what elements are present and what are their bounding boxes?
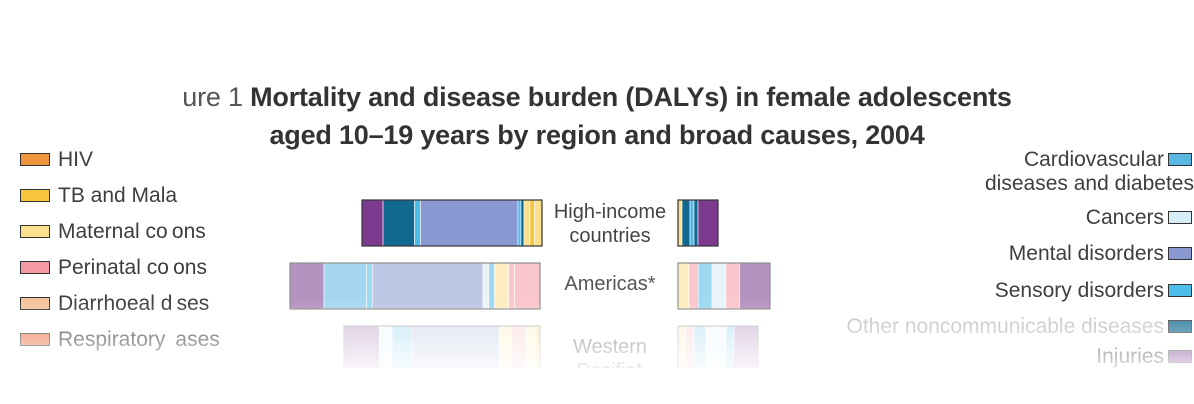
legend-swatch <box>20 153 50 166</box>
bar-segment <box>689 199 695 247</box>
bar-segment <box>535 325 541 373</box>
legend-swatch <box>20 261 50 274</box>
bar-segment <box>529 199 535 247</box>
bar-segment <box>697 262 713 310</box>
bar-segment <box>517 199 522 247</box>
bar-segment <box>482 262 490 310</box>
bar-segment <box>725 262 740 310</box>
bar-segment <box>685 325 695 373</box>
bar-segment <box>739 262 771 310</box>
bar-segment <box>693 199 699 247</box>
bar-segment <box>697 199 719 247</box>
legend-right-item: Mental disorders <box>1009 242 1194 266</box>
chart-title-line1: ure 1 Mortality and disease burden (DALY… <box>0 82 1194 113</box>
region-label: Americas* <box>545 272 675 296</box>
bar-group <box>677 262 771 310</box>
legend-swatch <box>20 225 50 238</box>
bar-group <box>343 325 541 373</box>
legend-swatch <box>1168 153 1192 166</box>
bar-segment <box>391 325 413 373</box>
bar-group <box>289 262 541 310</box>
legend-right-item: Cancers <box>1086 206 1194 230</box>
region-label-line: countries <box>569 225 651 247</box>
legend-swatch <box>1168 211 1192 224</box>
bar-segment <box>414 199 421 247</box>
bar-segment <box>378 325 393 373</box>
legend-label: Cardiovascular <box>1023 148 1164 171</box>
bar-segment <box>323 262 367 310</box>
bar-segment <box>494 262 510 310</box>
bar-segment <box>366 262 373 310</box>
region-label-line: High-income <box>553 201 667 223</box>
bar-segment <box>361 199 384 247</box>
bar-outline <box>361 199 543 247</box>
bar-segment <box>534 199 543 247</box>
bar-segment <box>382 199 415 247</box>
bar-group <box>677 325 759 373</box>
bar-segment <box>681 199 691 247</box>
legend-swatch <box>1168 247 1192 260</box>
legend-label: Perinatal co ons <box>58 256 207 279</box>
bar-segment <box>733 325 759 373</box>
bar-segment <box>705 325 727 373</box>
bar-segment <box>488 262 495 310</box>
bar-segment <box>725 325 735 373</box>
bar-segment <box>677 325 687 373</box>
region-label: High-income countries <box>545 200 675 248</box>
legend-label: TB and Mala <box>58 184 178 207</box>
bar-segment <box>371 262 484 310</box>
chart-title-text: Mortality and disease burden (DALYs) in … <box>250 82 1012 112</box>
bar-segment <box>511 325 527 373</box>
bar-group <box>361 199 543 247</box>
legend-left-item: Perinatal co ons <box>20 256 207 280</box>
bottom-clip <box>0 368 1194 404</box>
legend-right-item: Sensory disorders <box>995 279 1194 303</box>
bar-segment <box>289 262 325 310</box>
chart-title-line2: aged 10–19 years by region and broad cau… <box>269 120 925 150</box>
bar-segment <box>514 262 541 310</box>
legend-label: Sensory disorders <box>994 279 1164 302</box>
bar-segment <box>520 199 525 247</box>
bar-segment <box>523 199 531 247</box>
bar-segment <box>711 262 727 310</box>
legend-swatch <box>1168 284 1192 297</box>
legend-left-item: HIV <box>20 148 93 172</box>
legend-label: Mental disorders <box>1008 242 1164 265</box>
bar-segment <box>498 325 513 373</box>
bar-segment <box>508 262 515 310</box>
legend-left-item: TB and Mala <box>20 184 177 208</box>
region-label-line: Western <box>572 336 648 358</box>
bar-segment <box>677 262 690 310</box>
chart-title-prefix: ure 1 <box>182 82 243 112</box>
legend-label: Maternal co ons <box>58 220 206 243</box>
legend-left-item: Maternal co ons <box>20 220 206 244</box>
bar-segment <box>411 325 500 373</box>
legend-swatch <box>20 189 50 202</box>
bar-segment <box>343 325 380 373</box>
legend-label: Cancers <box>1085 206 1164 229</box>
bar-outline <box>677 199 719 247</box>
legend-label-line2: diseases and diabetes <box>985 172 1194 195</box>
region-label-line: Americas* <box>564 273 656 295</box>
bar-group <box>677 199 719 247</box>
legend-label: HIV <box>58 148 94 171</box>
legend-right-item: Cardiovascular diseases and diabetes <box>985 148 1194 196</box>
bar-segment <box>420 199 519 247</box>
bar-segment <box>525 325 537 373</box>
bar-segment <box>693 325 707 373</box>
bar-segment <box>688 262 699 310</box>
